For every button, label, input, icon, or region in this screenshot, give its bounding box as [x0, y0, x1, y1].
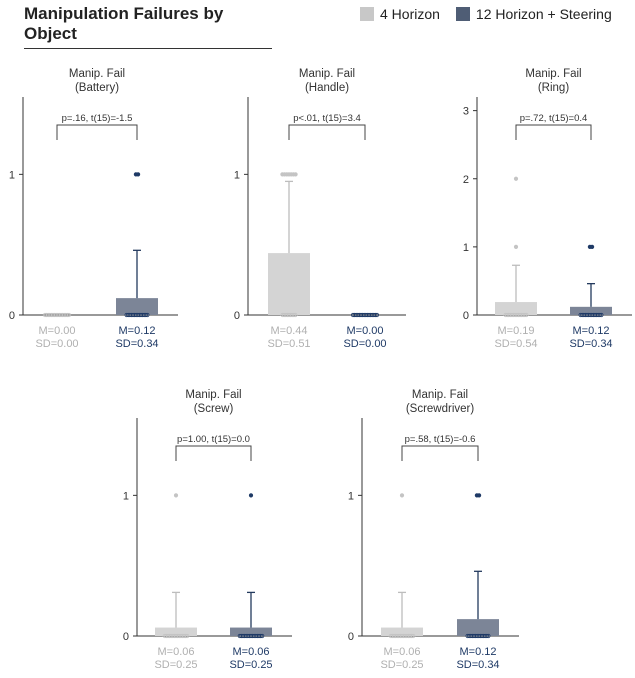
- y-tick-label: 0: [463, 310, 469, 322]
- sd-label: SD=0.34: [569, 338, 612, 350]
- sd-label: SD=0.25: [154, 659, 197, 671]
- legend-label-4-horizon: 4 Horizon: [380, 6, 440, 22]
- data-point: [599, 312, 604, 318]
- bar-4-horizon: [495, 302, 537, 315]
- y-tick-label: 1: [9, 169, 15, 181]
- panel-title-line: (Handle): [305, 82, 349, 94]
- y-tick-label: 1: [123, 490, 129, 502]
- bar-12-horizon: [570, 306, 612, 315]
- legend: 4 Horizon 12 Horizon + Steering: [360, 6, 612, 22]
- data-point: [409, 633, 414, 639]
- mean-label: M=0.12: [573, 325, 610, 337]
- significance-bracket: [401, 445, 479, 461]
- legend-item-4-horizon: 4 Horizon: [360, 6, 440, 22]
- bar-4-horizon: [268, 253, 310, 315]
- data-point: [260, 633, 265, 639]
- y-tick-label: 1: [348, 490, 354, 502]
- data-point: [522, 312, 527, 318]
- data-point: [513, 176, 519, 181]
- sd-label: SD=0.00: [343, 338, 386, 350]
- bar-12-horizon: [230, 627, 272, 636]
- panel-title-line: (Screwdriver): [406, 403, 475, 415]
- y-tick-label: 1: [234, 169, 240, 181]
- mean-label: M=0.06: [384, 646, 421, 658]
- data-point: [411, 633, 416, 639]
- data-point: [183, 633, 188, 639]
- bar-12-horizon: [457, 619, 499, 636]
- stat-label: p=.72, t(15)=0.4: [520, 113, 588, 124]
- sd-label: SD=0.25: [380, 659, 423, 671]
- data-point: [145, 312, 150, 318]
- significance-bracket: [175, 445, 252, 461]
- bar-4-horizon: [155, 627, 197, 636]
- legend-item-12-horizon: 12 Horizon + Steering: [455, 6, 612, 22]
- data-point: [136, 172, 141, 177]
- panel-title-line: Manip. Fail: [412, 389, 468, 401]
- bar-4-horizon: [381, 627, 423, 636]
- sd-label: SD=0.25: [229, 659, 272, 671]
- data-point: [293, 172, 298, 177]
- y-tick-label: 0: [123, 631, 129, 643]
- mean-label: M=0.12: [119, 325, 156, 337]
- significance-bracket: [56, 124, 138, 140]
- mean-label: M=0.00: [347, 325, 384, 337]
- data-point: [476, 493, 482, 498]
- sd-label: SD=0.34: [115, 338, 158, 350]
- data-point: [399, 493, 405, 498]
- sd-label: SD=0.34: [456, 659, 499, 671]
- panel-title-line: Manip. Fail: [299, 68, 355, 80]
- mean-label: M=0.06: [233, 646, 270, 658]
- data-point: [589, 244, 595, 249]
- stat-label: p=.16, t(15)=-1.5: [62, 113, 133, 124]
- data-point: [258, 633, 263, 639]
- y-tick-label: 0: [234, 310, 240, 322]
- data-point: [373, 312, 378, 318]
- panel-title-line: Manip. Fail: [69, 68, 125, 80]
- stat-label: p=.58, t(15)=-0.6: [405, 434, 476, 445]
- bar-12-horizon: [116, 298, 158, 315]
- data-point: [65, 312, 70, 318]
- data-point: [293, 312, 298, 318]
- mean-label: M=0.06: [158, 646, 195, 658]
- data-point: [291, 312, 296, 318]
- y-tick-label: 0: [9, 310, 15, 322]
- chart-title: Manipulation Failures by Object: [24, 4, 272, 49]
- y-tick-label: 2: [463, 174, 469, 186]
- panel-title-line: (Screw): [194, 403, 234, 415]
- data-point: [173, 493, 179, 498]
- mean-label: M=0.19: [498, 325, 535, 337]
- y-tick-label: 3: [463, 106, 469, 118]
- mean-label: M=0.00: [39, 325, 76, 337]
- significance-bracket: [515, 124, 592, 140]
- data-point: [143, 312, 148, 318]
- panel-title-line: Manip. Fail: [525, 68, 581, 80]
- stat-label: p<.01, t(15)=3.4: [293, 113, 361, 124]
- data-point: [484, 633, 489, 639]
- data-point: [185, 633, 190, 639]
- data-point: [374, 312, 380, 318]
- sd-label: SD=0.00: [35, 338, 78, 350]
- legend-swatch-4-horizon: [360, 7, 374, 21]
- data-point: [248, 493, 254, 498]
- legend-label-12-horizon: 12 Horizon + Steering: [475, 6, 612, 22]
- sd-label: SD=0.51: [267, 338, 310, 350]
- legend-swatch-12-horizon: [455, 7, 470, 21]
- data-point: [524, 312, 529, 318]
- data-point: [66, 312, 72, 318]
- mean-label: M=0.44: [271, 325, 308, 337]
- panel-title-line: Manip. Fail: [185, 389, 241, 401]
- y-tick-label: 0: [348, 631, 354, 643]
- sd-label: SD=0.54: [494, 338, 537, 350]
- panel-title-line: (Battery): [75, 82, 119, 94]
- panel-title-line: (Ring): [538, 82, 569, 94]
- stat-label: p=1.00, t(15)=0.0: [177, 434, 250, 445]
- data-point: [597, 312, 602, 318]
- data-point: [486, 633, 491, 639]
- significance-bracket: [288, 124, 366, 140]
- data-point: [513, 244, 519, 249]
- y-tick-label: 1: [463, 242, 469, 254]
- mean-label: M=0.12: [460, 646, 497, 658]
